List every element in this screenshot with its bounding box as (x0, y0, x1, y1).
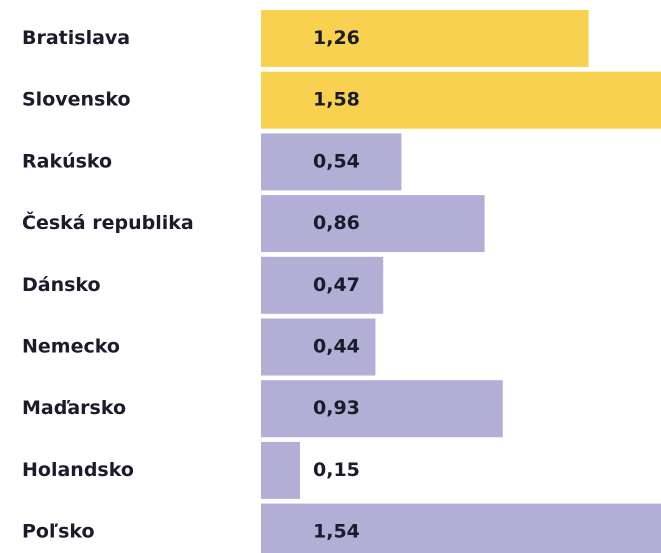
bar (261, 441, 300, 499)
bar (261, 71, 661, 129)
category-label: Rakúsko (22, 150, 112, 172)
value-label: 1,54 (313, 521, 360, 543)
bar (261, 195, 485, 253)
category-label: Bratislava (22, 27, 130, 49)
bar (261, 256, 384, 314)
category-label: Nemecko (22, 336, 120, 358)
bar (261, 10, 589, 67)
category-label: Holandsko (22, 459, 134, 481)
category-label: Poľsko (22, 521, 95, 543)
value-label: 0,47 (313, 274, 360, 296)
value-label: 0,15 (313, 459, 360, 481)
value-label: 1,58 (313, 89, 360, 111)
category-label: Česká republika (22, 210, 194, 234)
value-label: 0,54 (313, 150, 360, 172)
bar (261, 133, 402, 191)
bar (261, 380, 503, 438)
value-label: 0,86 (313, 212, 360, 234)
bar (261, 318, 376, 376)
category-label: Slovensko (22, 89, 131, 111)
bar (261, 503, 661, 553)
value-label: 0,44 (313, 336, 360, 358)
value-label: 0,93 (313, 397, 360, 419)
value-label: 1,26 (313, 27, 360, 49)
category-label: Dánsko (22, 274, 101, 296)
category-label: Maďarsko (22, 397, 126, 419)
